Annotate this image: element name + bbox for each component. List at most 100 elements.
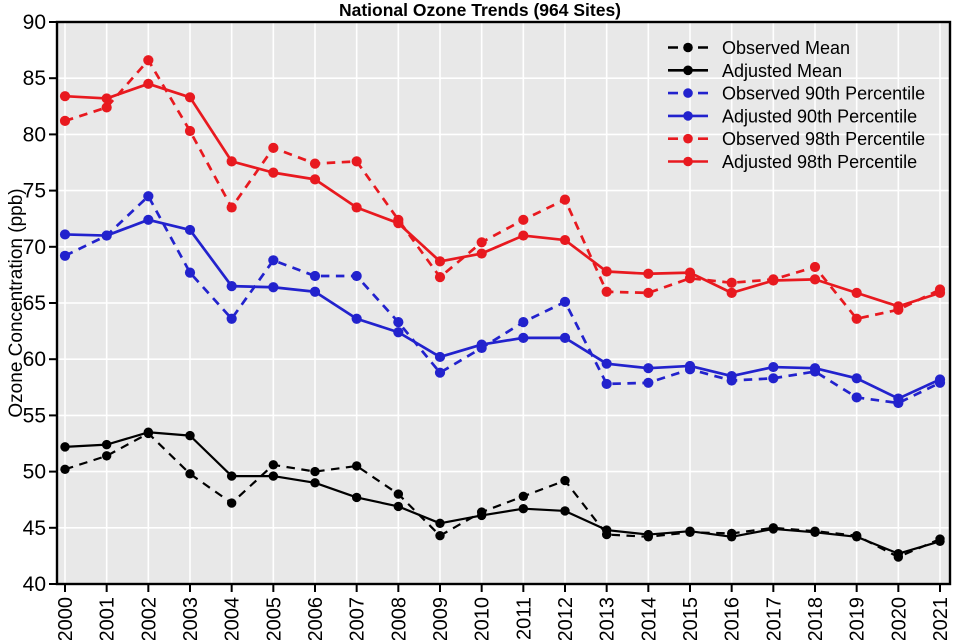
x-tick-label: 2007 [347,597,369,640]
data-point [143,78,154,89]
data-point [434,351,446,363]
legend-marker [683,65,693,76]
data-point [851,392,862,403]
x-tick-label: 2019 [847,597,869,640]
data-point [601,266,612,277]
data-point [309,174,321,185]
data-point [184,267,196,278]
data-point [435,530,445,541]
data-point [893,301,904,312]
data-point [60,442,70,452]
y-tick-label: 70 [23,236,46,259]
y-tick-label: 40 [23,573,46,596]
data-point [601,358,612,369]
data-point [268,471,279,481]
legend-marker [683,156,693,167]
data-point [143,427,154,437]
data-point [768,275,779,286]
x-tick-label: 2001 [97,597,119,640]
plot-frame [55,20,952,586]
data-point [226,156,237,167]
y-tick-label: 85 [23,67,46,90]
x-tick-label: 2013 [597,597,619,640]
data-point [601,378,612,390]
data-point [518,214,529,225]
legend-label: Observed 90th Percentile [722,84,925,104]
data-point [809,363,821,374]
data-point [518,503,529,514]
data-point [184,125,196,137]
y-tick-label: 90 [23,11,46,34]
y-tick-label: 50 [23,461,46,484]
data-point [768,361,779,373]
data-point [351,461,362,471]
data-point [351,270,362,282]
data-point [309,270,321,282]
data-point [726,287,737,298]
data-point [184,92,196,103]
data-point [143,55,154,66]
data-point [393,501,404,512]
data-point [684,267,696,278]
x-tick-label: 2011 [513,597,535,640]
data-point [518,317,529,328]
data-point [310,478,320,488]
y-tick-label: 60 [23,348,46,371]
data-point [643,363,654,374]
data-point [351,492,362,503]
y-tick-label: 75 [23,180,46,203]
data-point [476,339,487,350]
data-point [101,230,112,241]
data-point [559,234,571,246]
data-point [559,194,571,205]
data-point [310,466,320,477]
legend-label: Observed 98th Percentile [722,129,925,149]
legend-label: Adjusted 90th Percentile [722,106,917,126]
data-point [434,367,446,378]
y-tick-label: 45 [23,517,46,540]
series-line-solid-2222cd [64,218,941,400]
data-point [768,524,779,534]
data-point [101,102,112,113]
data-point [643,268,654,279]
data-point [101,439,112,450]
data-point [59,115,71,127]
data-point [185,430,195,441]
data-point [559,296,571,307]
data-point [185,469,195,479]
data-point [518,230,529,241]
data-point [809,274,821,285]
data-point [893,548,904,559]
data-point [143,191,154,202]
data-point [893,393,904,404]
data-point [351,156,362,167]
data-point [393,327,404,338]
data-point [851,287,862,298]
data-point [268,282,279,293]
legend-label: Adjusted 98th Percentile [722,152,917,172]
data-point [934,287,946,298]
data-point [59,229,71,240]
data-point [726,532,737,542]
data-point [643,377,654,388]
y-axis-label: Ozone Concentration (ppb) [6,188,27,417]
series-line-dashed-e8191f [64,58,941,321]
data-point [684,360,696,372]
x-tick-label: 2018 [805,597,827,640]
data-point [59,91,71,102]
data-point [851,532,862,542]
y-tick-label: 65 [23,292,46,315]
x-tick-label: 2014 [638,597,660,640]
data-point [268,460,279,470]
x-tick-label: 2017 [763,597,785,640]
x-tick-label: 2010 [472,597,494,640]
data-point [351,202,362,213]
data-point [268,142,279,153]
x-tick-label: 2005 [263,597,285,640]
data-point [393,218,404,229]
x-tick-label: 2021 [930,597,952,640]
data-point [268,167,279,178]
x-tick-label: 2000 [55,597,77,640]
